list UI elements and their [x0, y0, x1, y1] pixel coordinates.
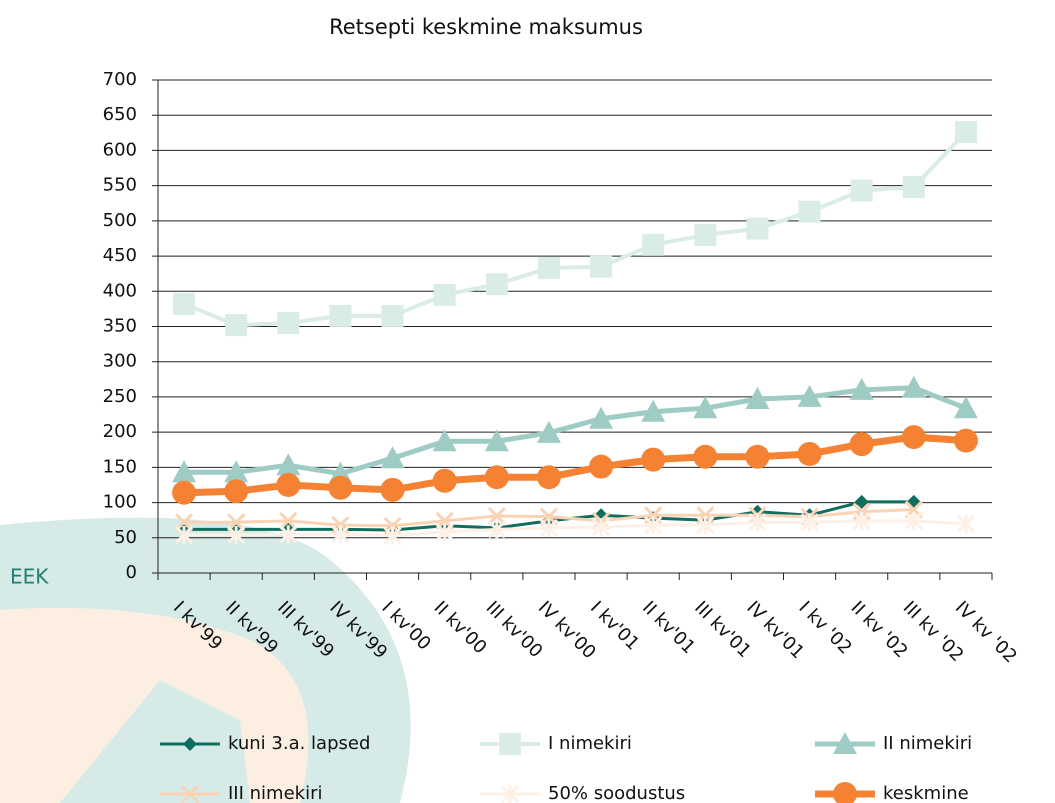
x-tick-label: II kv'01 [638, 597, 699, 658]
y-tick-label: 350 [103, 316, 137, 337]
chart: Retsepti keskmine maksumus EEK 0 50 100 150… [0, 0, 1055, 803]
marker [902, 425, 926, 449]
x-tick-label: II kv'00 [430, 597, 491, 658]
y-tick-label: 650 [103, 104, 137, 125]
y-tick-label: 450 [103, 245, 137, 266]
x-tick-label: III kv'00 [482, 597, 547, 662]
marker [589, 455, 613, 479]
y-tick-label: 550 [103, 175, 137, 196]
marker [381, 478, 405, 502]
chart-title: Retsepti keskmine maksumus [329, 15, 643, 39]
marker [538, 257, 560, 279]
marker [172, 481, 196, 505]
legend-label: keskmine [883, 783, 969, 803]
marker [955, 121, 977, 143]
y-tick-label: 250 [103, 386, 137, 407]
y-tick-label: 50 [114, 527, 137, 548]
marker [434, 284, 456, 306]
legend-label: II nimekiri [883, 733, 972, 754]
legend-label: I nimekiri [548, 733, 632, 754]
y-tick-label: 200 [103, 421, 137, 442]
x-tick-label: III kv'01 [690, 597, 755, 662]
marker [485, 465, 509, 489]
y-tick-label: 100 [103, 492, 137, 513]
marker [433, 469, 457, 493]
marker [693, 445, 717, 469]
y-tick-label: 0 [126, 562, 137, 583]
marker [329, 305, 351, 327]
legend-marker [833, 782, 857, 803]
series-line [184, 132, 966, 325]
marker [903, 176, 925, 198]
marker [798, 442, 822, 466]
marker [641, 448, 665, 472]
y-tick-label: 600 [103, 139, 137, 160]
marker [225, 314, 247, 336]
marker [224, 479, 248, 503]
marker [850, 432, 874, 456]
y-tick-label: 700 [103, 69, 137, 90]
y-tick-label: 500 [103, 210, 137, 231]
marker [954, 429, 978, 453]
y-tick-label: 300 [103, 351, 137, 372]
marker [642, 234, 664, 256]
marker [537, 465, 561, 489]
marker [486, 273, 508, 295]
legend-label: kuni 3.a. lapsed [228, 733, 370, 754]
marker [173, 293, 195, 315]
marker [745, 445, 769, 469]
y-axis-label: EEK [10, 565, 49, 589]
x-tick-label: II kv '02 [847, 597, 912, 662]
marker [382, 305, 404, 327]
marker [799, 201, 821, 223]
legend-label: 50% soodustus [548, 783, 685, 803]
y-tick-label: 150 [103, 456, 137, 477]
marker [328, 476, 352, 500]
legend-marker [499, 733, 521, 755]
legend-label: III nimekiri [228, 783, 323, 803]
marker [276, 473, 300, 497]
marker [746, 218, 768, 240]
marker [277, 312, 299, 334]
marker [590, 256, 612, 278]
y-tick-label: 400 [103, 280, 137, 301]
series-line [184, 388, 966, 474]
marker [694, 224, 716, 246]
marker [851, 180, 873, 202]
